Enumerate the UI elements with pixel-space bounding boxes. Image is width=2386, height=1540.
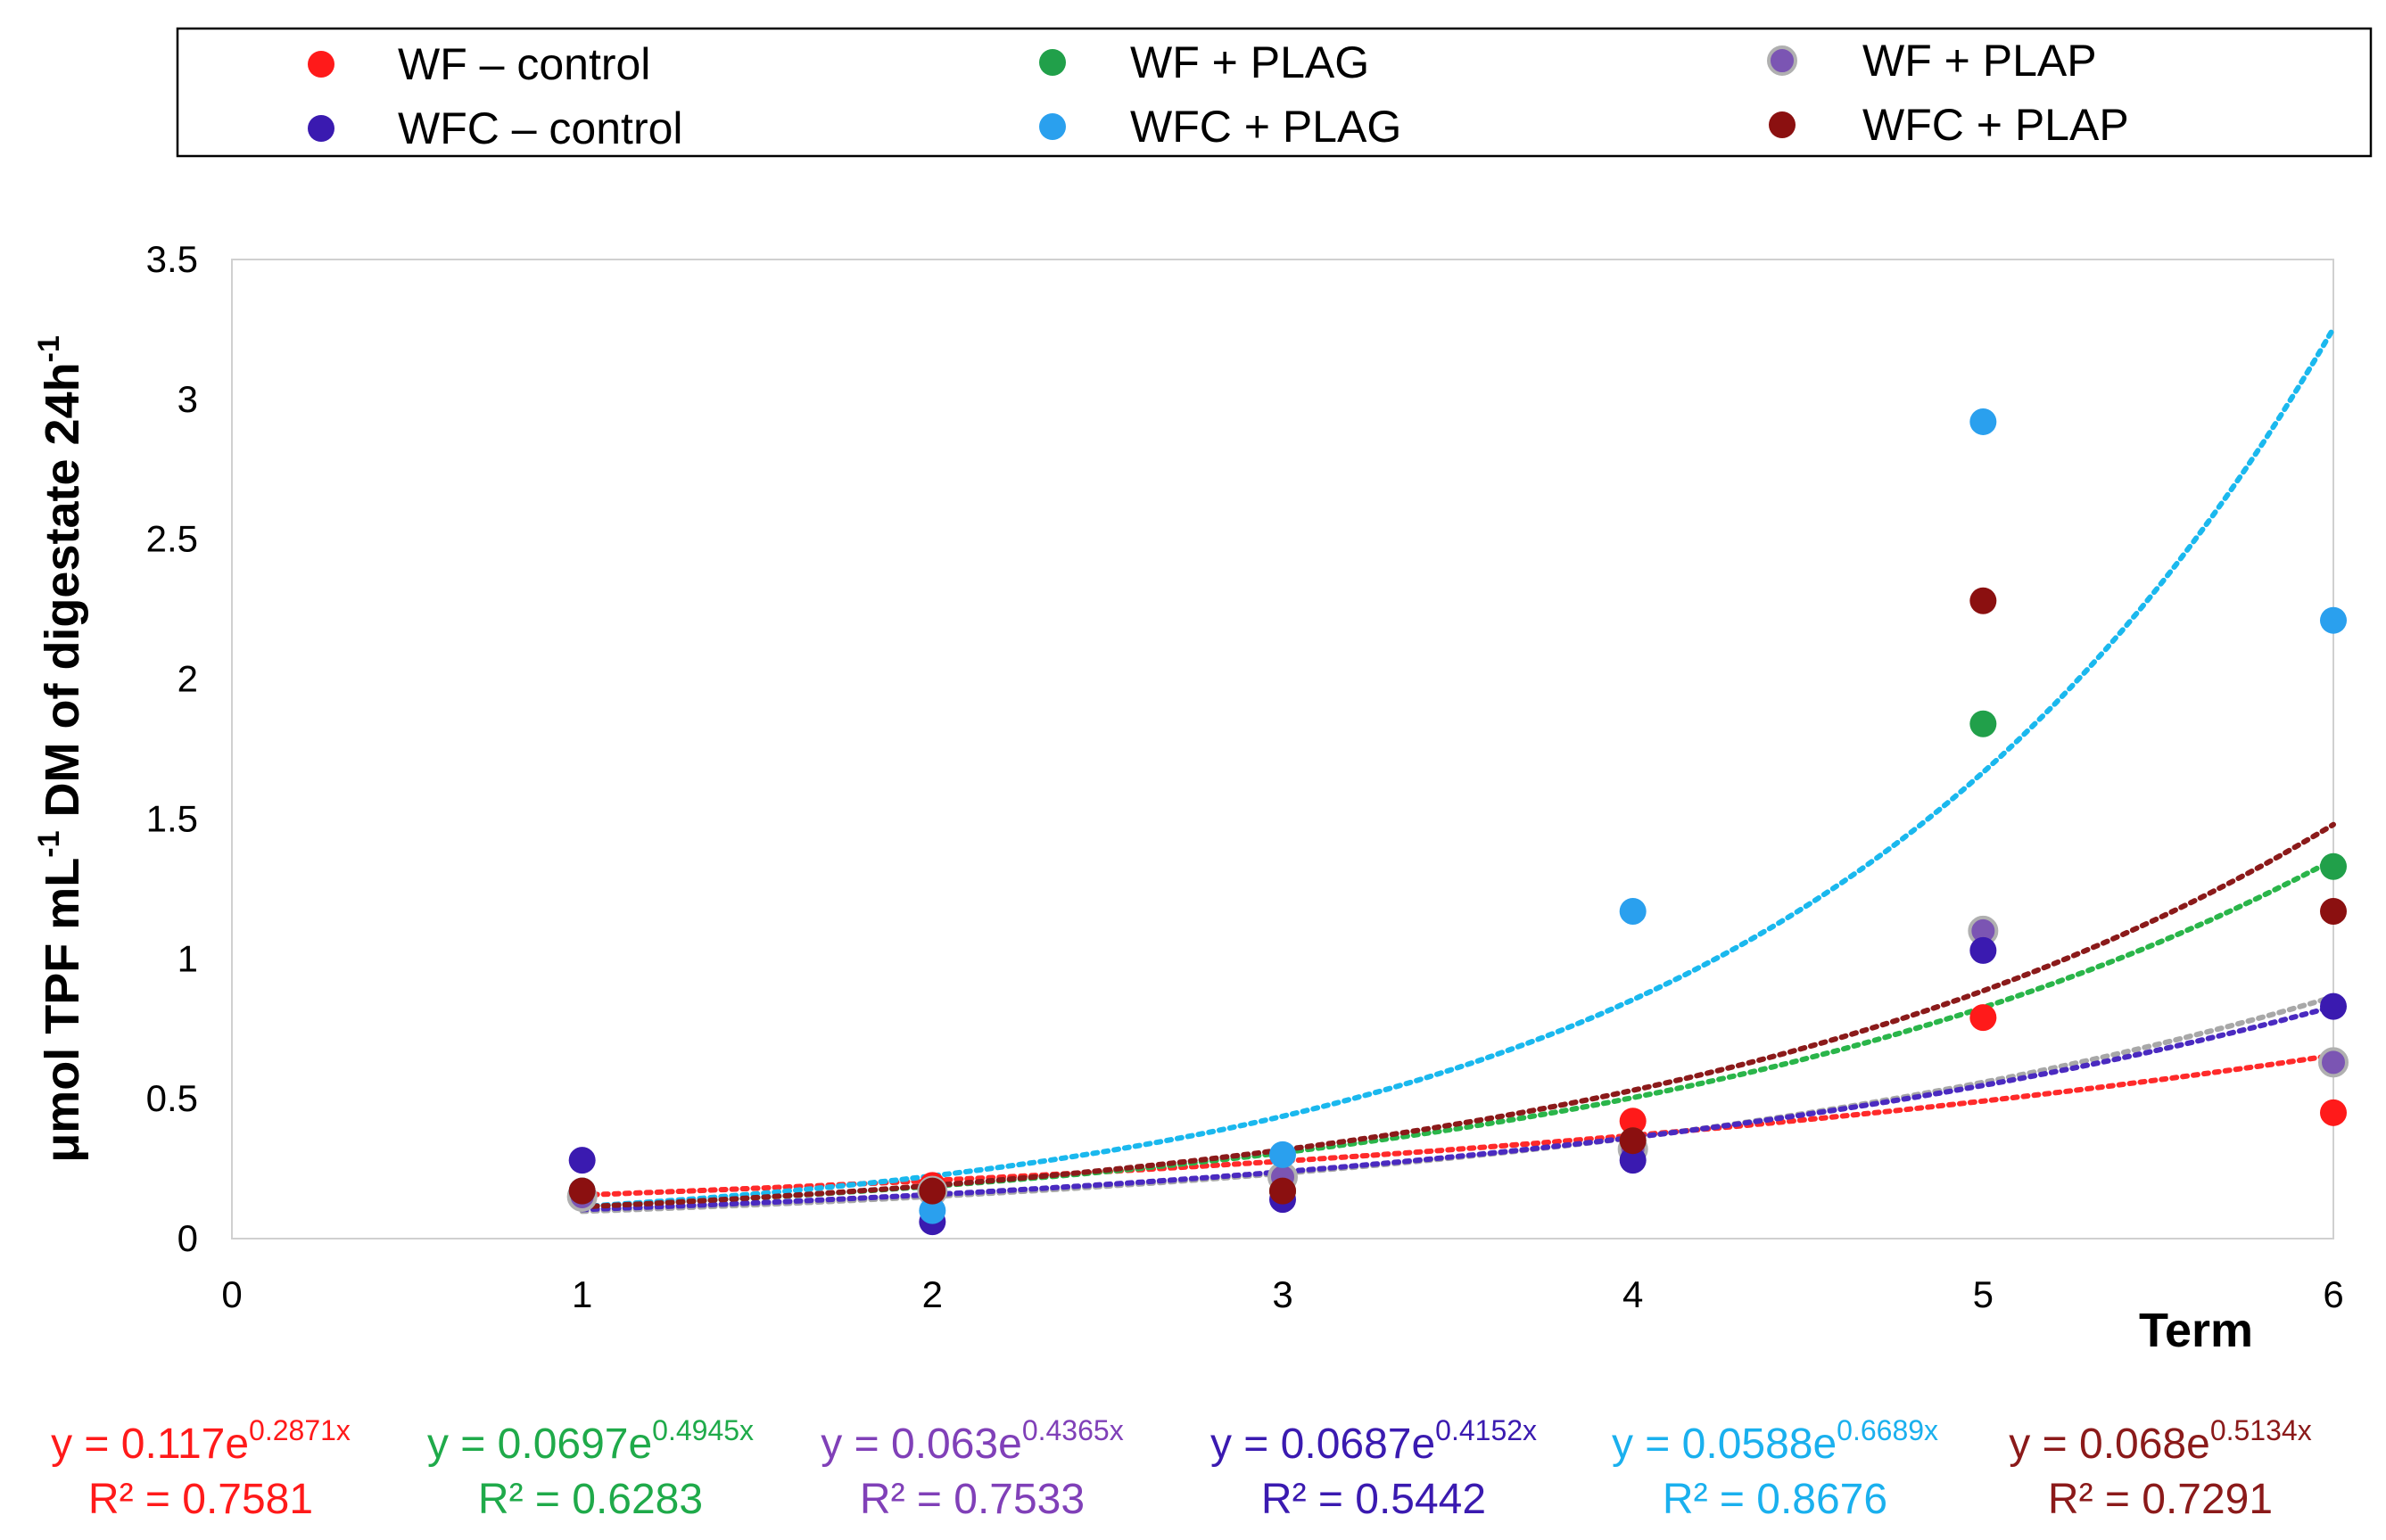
y-axis-title-sup-b: -1	[32, 335, 66, 362]
data-point-series-3	[2320, 992, 2347, 1020]
trend-r-squared: R² = 0.7291	[2048, 1476, 2273, 1523]
x-axis-ticks: 0 1 2 3 4 5 6	[221, 1273, 2343, 1315]
data-point-series-5	[919, 1177, 946, 1205]
legend: WF – control WF + PLAG WF + PLAP WFC – cont…	[176, 27, 2373, 158]
trend-equation-exponent: 0.4945x	[652, 1414, 754, 1446]
trend-equation-base: y = 0.0687e	[1210, 1421, 1435, 1468]
trend-r-squared: R² = 0.7533	[860, 1476, 1085, 1523]
y-axis-title-part-b: DM of digestate 24h	[36, 362, 89, 830]
x-tick-label: 0	[221, 1273, 242, 1315]
data-point-series-4	[2320, 606, 2347, 634]
data-point-series-5	[1269, 1177, 1296, 1205]
legend-label: WF + PLAG	[1130, 37, 1369, 87]
trend-equation: y = 0.063e0.4365x	[821, 1414, 1123, 1468]
x-tick-label: 1	[572, 1273, 592, 1315]
trend-equation: y = 0.0687e0.4152x	[1210, 1414, 1537, 1468]
legend-label: WFC + PLAP	[1862, 100, 2129, 150]
data-point-series-5	[1969, 587, 1997, 614]
y-tick-label: 3	[178, 378, 198, 420]
x-tick-label: 2	[922, 1273, 943, 1315]
trend-equation-base: y = 0.117e	[51, 1421, 249, 1468]
data-point-series-3	[1969, 936, 1997, 964]
y-axis-title-part-a: μmol TPF mL	[36, 858, 89, 1163]
legend-label: WFC + PLAG	[1130, 102, 1401, 152]
trendlines	[579, 325, 2336, 1215]
legend-label: WF – control	[398, 39, 650, 89]
trend-equation-base: y = 0.063e	[821, 1421, 1022, 1468]
data-point-series-5	[2320, 897, 2347, 925]
trend-equation-base: y = 0.068e	[2009, 1421, 2210, 1468]
legend-label: WFC – control	[398, 103, 683, 153]
data-point-series-5	[1619, 1127, 1647, 1155]
trend-equation-exponent: 0.5134x	[2210, 1414, 2312, 1446]
data-point-series-2	[2318, 1047, 2349, 1078]
data-point-series-0	[1619, 1108, 1647, 1135]
trend-equation-exponent: 0.6689x	[1837, 1414, 1938, 1446]
trend-equation-exponent: 0.4365x	[1022, 1414, 1124, 1446]
y-tick-label: 0.5	[146, 1077, 198, 1119]
data-point-series-5	[568, 1177, 596, 1205]
y-axis-title-sup-a: -1	[32, 831, 66, 858]
x-axis-title: Term	[2139, 1304, 2253, 1357]
data-point-series-3	[1619, 1147, 1647, 1174]
data-point-series-4	[919, 1197, 946, 1224]
x-tick-label: 5	[1973, 1273, 1994, 1315]
x-tick-label: 3	[1272, 1273, 1292, 1315]
trend-r-squared: R² = 0.5442	[1261, 1476, 1486, 1523]
legend-marker	[1769, 111, 1796, 138]
trend-equation-exponent: 0.2871x	[249, 1414, 351, 1446]
trend-r-squared: R² = 0.8676	[1663, 1476, 1887, 1523]
trend-equation-base: y = 0.0588e	[1612, 1421, 1837, 1468]
data-point-series-0	[1969, 1004, 1997, 1032]
x-tick-label: 4	[1622, 1273, 1643, 1315]
y-tick-label: 1	[178, 937, 198, 979]
data-point-series-1	[2320, 852, 2347, 880]
y-tick-label: 3.5	[146, 238, 198, 280]
trend-equation: y = 0.117e0.2871x	[51, 1414, 351, 1468]
data-point-series-1	[1969, 710, 1997, 737]
data-point-series-0	[2320, 1099, 2347, 1126]
trendline-series-4	[579, 325, 2336, 1209]
trend-equation-exponent: 0.4152x	[1435, 1414, 1537, 1446]
data-point-series-4	[1269, 1141, 1296, 1168]
y-axis-title: μmol TPF mL-1 DM of digestate 24h-1	[32, 335, 89, 1163]
legend-marker	[308, 115, 334, 142]
trend-r-squared: R² = 0.7581	[88, 1476, 313, 1523]
y-axis-ticks: 0 0.5 1 1.5 2 2.5 3 3.5	[146, 238, 198, 1259]
legend-marker	[1039, 49, 1066, 76]
data-points	[566, 408, 2349, 1236]
trend-equation: y = 0.0697e0.4945x	[427, 1414, 754, 1468]
legend-marker	[1039, 113, 1066, 140]
trendline-series-5	[579, 821, 2336, 1210]
y-tick-label: 2	[178, 658, 198, 700]
trendline-series-3	[579, 1003, 2336, 1213]
y-tick-label: 2.5	[146, 518, 198, 560]
data-point-series-4	[1969, 408, 1997, 435]
trend-equation: y = 0.0588e0.6689x	[1612, 1414, 1938, 1468]
data-point-series-4	[1619, 897, 1647, 925]
trend-equation-base: y = 0.0697e	[427, 1421, 652, 1468]
trend-r-squared: R² = 0.6283	[478, 1476, 703, 1523]
y-tick-label: 0	[178, 1217, 198, 1259]
legend-marker	[308, 51, 334, 78]
y-tick-label: 1.5	[146, 797, 198, 839]
x-tick-label: 6	[2323, 1273, 2343, 1315]
legend-marker	[1767, 45, 1797, 76]
data-point-series-3	[568, 1147, 596, 1174]
plot-area	[231, 259, 2334, 1239]
trend-equation: y = 0.068e0.5134x	[2009, 1414, 2311, 1468]
legend-box	[176, 27, 2373, 158]
legend-label: WF + PLAP	[1862, 36, 2097, 86]
